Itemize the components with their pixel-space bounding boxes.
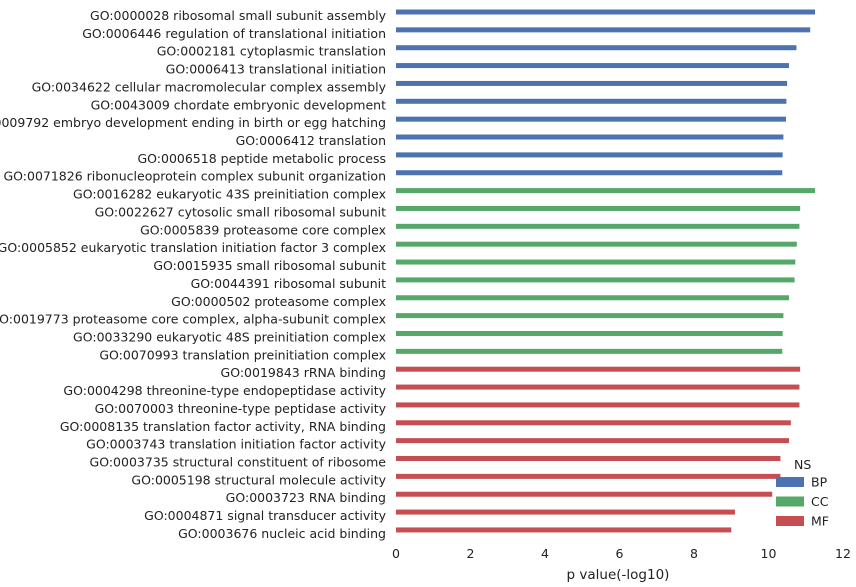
bar [396, 241, 797, 247]
category-label: GO:0000028 ribosomal small subunit assem… [90, 8, 387, 23]
category-label: GO:0006413 translational initiation [166, 62, 386, 77]
x-tick-label: 8 [690, 546, 698, 561]
category-label: GO:0033290 eukaryotic 48S preinitiation … [73, 329, 386, 344]
x-tick-label: 2 [467, 546, 475, 561]
category-label: GO:0003676 nucleic acid binding [178, 526, 386, 541]
category-label: GO:0003723 RNA binding [226, 490, 386, 505]
category-label: GO:0019773 proteasome core complex, alph… [0, 312, 386, 327]
category-label: GO:0034622 cellular macromolecular compl… [32, 79, 387, 94]
category-label: GO:0019843 rRNA binding [221, 365, 386, 380]
category-label: GO:0071826 ribonucleoprotein complex sub… [3, 169, 386, 184]
bar [396, 170, 783, 176]
legend-swatch-cc [776, 496, 804, 507]
category-labels: GO:0000028 ribosomal small subunit assem… [0, 8, 387, 541]
bar [396, 45, 797, 51]
x-tick-label: 6 [616, 546, 624, 561]
category-label: GO:0005839 proteasome core complex [140, 222, 386, 237]
bar [396, 27, 811, 33]
category-label: GO:0022627 cytosolic small ribosomal sub… [95, 204, 387, 219]
legend-label-bp: BP [811, 475, 828, 490]
bar [396, 80, 788, 86]
category-label: GO:0070003 threonine-type peptidase acti… [95, 401, 387, 416]
bar [396, 491, 773, 497]
bar [396, 384, 800, 390]
x-tick-label: 10 [761, 546, 777, 561]
category-label: GO:0004298 threonine-type endopeptidase … [63, 383, 386, 398]
bar [396, 116, 787, 122]
bar [396, 295, 789, 301]
bar [396, 134, 784, 140]
category-label: GO:0006518 peptide metabolic process [137, 151, 386, 166]
x-tick-label: 0 [392, 546, 400, 561]
legend: NS BP CC MF [776, 457, 829, 529]
legend-swatch-bp [776, 477, 804, 487]
category-label: GO:0016282 eukaryotic 43S preinitiation … [73, 187, 386, 202]
category-label: GO:0002181 cytoplasmic translation [157, 44, 386, 59]
bars [396, 9, 816, 533]
legend-swatch-mf [776, 516, 804, 526]
bar [396, 527, 732, 533]
bar [396, 223, 800, 229]
x-tick-label: 12 [835, 546, 851, 561]
legend-title: NS [794, 457, 811, 472]
bar [396, 402, 800, 408]
bar [396, 277, 795, 283]
bar [396, 330, 783, 336]
bar [396, 366, 801, 372]
category-label: GO:0006412 translation [236, 133, 386, 148]
category-label: GO:0003743 translation initiation factor… [86, 437, 386, 452]
bar [396, 348, 783, 354]
bar [396, 152, 783, 158]
legend-label-mf: MF [811, 514, 829, 529]
category-label: GO:0043009 chordate embryonic developmen… [91, 97, 386, 112]
bar [396, 98, 787, 104]
category-label: GO:0005852 eukaryotic translation initia… [0, 240, 386, 255]
category-label: GO:0004871 signal transducer activity [144, 508, 386, 523]
bar [396, 420, 791, 426]
x-tick-label: 4 [541, 546, 549, 561]
bar [396, 259, 796, 265]
bar [396, 438, 789, 444]
bar [396, 509, 735, 515]
bar [396, 456, 781, 461]
bar [396, 205, 801, 211]
category-label: GO:0005198 structural molecule activity [131, 472, 386, 487]
bar [396, 9, 816, 15]
category-label: GO:0044391 ribosomal subunit [191, 276, 386, 291]
x-axis-label: p value(-log10) [567, 567, 670, 583]
category-label: GO:0000502 proteasome complex [171, 294, 386, 309]
bar [396, 63, 789, 69]
legend-label-cc: CC [811, 494, 829, 509]
category-label: GO:0008135 translation factor activity, … [60, 419, 386, 434]
x-axis: p value(-log10) 0 2 4 6 8 10 12 [392, 546, 851, 583]
category-label: GO:0006446 regulation of translational i… [82, 26, 386, 41]
bar [396, 313, 784, 319]
bar [396, 188, 816, 194]
category-label: GO:0070993 translation preinitiation com… [99, 347, 386, 362]
category-label: GO:0003735 structural constituent of rib… [90, 455, 387, 470]
bar [396, 473, 781, 479]
category-label: GO:0015935 small ribosomal subunit [153, 258, 386, 273]
category-label: GO:0009792 embryo development ending in … [0, 115, 386, 130]
